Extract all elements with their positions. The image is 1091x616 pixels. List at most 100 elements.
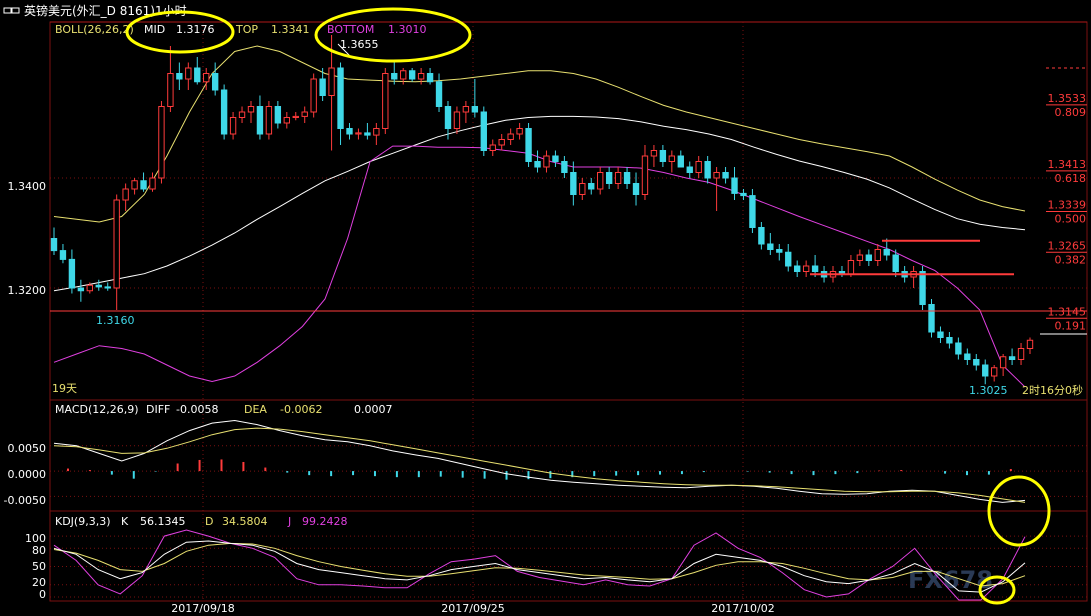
highlight-kdj-circle xyxy=(978,575,1016,605)
boll-mid-value: 1.3176 xyxy=(176,23,215,36)
fib-level-value: 1.3413 xyxy=(1048,158,1087,171)
kdj-axis: 100 80 50 20 0 xyxy=(25,532,46,601)
candle-body xyxy=(713,172,720,179)
macd-histogram-value: 0.0007 xyxy=(354,403,393,416)
candle-body xyxy=(623,172,631,184)
boll-top-line xyxy=(53,45,1026,223)
candle-body xyxy=(292,115,299,119)
candle-body xyxy=(1017,348,1025,360)
candle-body xyxy=(131,180,138,190)
candle-body xyxy=(516,128,523,135)
candle-body xyxy=(167,73,174,107)
candle-body xyxy=(964,353,971,360)
candle-body xyxy=(856,254,864,261)
fib-level-value: 1.3533 xyxy=(1048,92,1087,105)
title-bar: 英镑美元(外汇_D 8161)1小时 xyxy=(0,0,1091,22)
candle-body xyxy=(946,337,953,344)
candle-body xyxy=(776,249,783,253)
candle-body xyxy=(426,73,434,83)
macd-dea-line xyxy=(53,427,1026,503)
fib-level-value: 1.3145 xyxy=(1048,305,1087,318)
candle-body xyxy=(955,342,962,355)
candle-body xyxy=(408,70,416,80)
candle-body xyxy=(68,258,76,289)
candle-body xyxy=(704,161,711,179)
macd-dea-value: -0.0062 xyxy=(280,403,322,416)
candle-body xyxy=(973,359,980,366)
candle-body xyxy=(570,172,577,195)
boll-legend-prefix: BOLL(26,26,2) xyxy=(55,23,134,36)
boll-mid-line xyxy=(53,115,1026,292)
candle-body xyxy=(767,243,774,250)
kdj-d-label: D xyxy=(205,515,213,528)
candle-body xyxy=(489,144,496,151)
candle-body xyxy=(847,260,855,275)
candle-body xyxy=(50,238,58,252)
candle-body xyxy=(77,287,85,292)
fib-level-ratio: 0.618 xyxy=(1055,172,1087,185)
window-restore-icon[interactable] xyxy=(11,7,20,14)
high-price-label: 1.3655 xyxy=(340,38,379,51)
candle-body xyxy=(597,172,604,190)
macd-axis: 0.0050 0.0000 -0.0050 xyxy=(4,442,46,507)
candle-body xyxy=(247,106,255,113)
boll-top-value: 1.3341 xyxy=(271,23,310,36)
kdj-tick-label: 80 xyxy=(32,544,46,557)
macd-panel-frame xyxy=(49,399,1088,512)
kdj-k-value: 56.1345 xyxy=(140,515,186,528)
candle-body xyxy=(104,286,111,289)
price-axis: 1.3400 1.3200 xyxy=(8,180,47,297)
date-tick-label: 2017/09/18 xyxy=(171,602,234,615)
candle-body xyxy=(749,195,756,229)
candle-body xyxy=(471,106,479,113)
candle-body xyxy=(382,73,389,129)
candle-body xyxy=(444,106,452,129)
kdj-indicator xyxy=(53,529,1026,601)
candle-body xyxy=(1008,356,1016,360)
boll-lines xyxy=(53,45,1026,388)
macd-diff-value: -0.0058 xyxy=(176,403,218,416)
macd-legend: MACD(12,26,9) DIFF -0.0058 DEA -0.0062 0… xyxy=(55,403,393,416)
kdj-j-line xyxy=(53,529,1026,601)
candle-body xyxy=(86,284,94,292)
candle-body xyxy=(982,364,989,377)
candle-body xyxy=(507,133,514,140)
candle-body xyxy=(220,89,228,135)
window-title: 英镑美元(外汇_D 8161)1小时 xyxy=(24,3,187,18)
price-annotations: 1.3655 1.3160 1.3025 19天 2时16分0秒 xyxy=(50,38,1087,397)
candle-body xyxy=(337,67,344,129)
boll-bottom-line xyxy=(53,145,1026,388)
candle-body xyxy=(668,155,676,162)
candle-body xyxy=(677,155,684,168)
kdj-d-value: 34.5804 xyxy=(222,515,268,528)
panel-frames xyxy=(49,21,1088,602)
candle-body xyxy=(400,70,407,80)
candle-body xyxy=(453,111,461,129)
price-tick-label: 1.3200 xyxy=(8,284,47,297)
candle-body xyxy=(238,111,246,118)
candle-body xyxy=(874,249,881,261)
candle-body xyxy=(614,172,622,184)
kdj-j-value: 99.2428 xyxy=(302,515,348,528)
candle-body xyxy=(229,117,237,135)
candle-body xyxy=(203,73,210,83)
candle-body xyxy=(328,67,335,96)
candle-body xyxy=(373,128,380,136)
candle-body xyxy=(355,132,362,135)
window-menu-icon[interactable] xyxy=(3,7,12,14)
boll-mid-label: MID xyxy=(144,23,165,36)
candle-body xyxy=(122,188,129,201)
candle-body xyxy=(274,106,282,124)
fib-level-value: 1.3265 xyxy=(1048,239,1087,252)
candle-body xyxy=(588,183,595,190)
macd-dea-label: DEA xyxy=(244,403,267,416)
kdj-k-line xyxy=(53,540,1026,593)
kdj-tick-label: 50 xyxy=(32,560,46,573)
candle-body xyxy=(686,166,693,173)
candle-body xyxy=(543,155,550,168)
macd-tick-label: 0.0050 xyxy=(8,442,47,455)
candle-body xyxy=(659,150,667,162)
candle-body xyxy=(883,249,890,256)
candle-body xyxy=(462,106,470,113)
